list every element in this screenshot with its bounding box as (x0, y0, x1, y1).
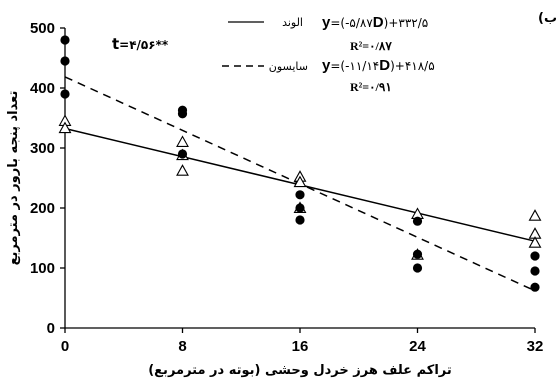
y-axis-title: تعداد پنجه بارور در مترمربع (6, 91, 21, 266)
x-tick-label: 16 (292, 338, 309, 355)
data-point-circle (60, 56, 70, 66)
t-prefix: t (112, 35, 119, 53)
data-point-circle (295, 215, 305, 225)
eq-y-saison: y (322, 57, 331, 74)
x-tick-label: 24 (409, 338, 426, 355)
legend-label-alvand: الوند (282, 16, 303, 29)
x-axis-ticks: 0 8 16 24 32 (61, 328, 544, 355)
eq-coef-saison: =(-۱۱/۱۴ (330, 59, 379, 73)
data-point-circle (412, 263, 423, 273)
eq-int-saison: )+۴۱۸/۵ (390, 59, 435, 73)
data-points (58, 35, 542, 292)
panel-label: (ب (538, 11, 557, 26)
r2-saison: R²=۰/۹۱ (350, 80, 392, 94)
data-point-circle (295, 190, 305, 200)
x-tick-label: 0 (61, 338, 69, 355)
data-point-triangle (176, 135, 189, 147)
r2-alvand: R²=۰/۸۷ (350, 39, 392, 53)
equation-saison: y=(-۱۱/۱۴D)+۴۱۸/۵ (322, 57, 435, 74)
y-axis-ticks: 0 100 200 300 400 500 (30, 20, 65, 337)
data-point-triangle (528, 209, 542, 221)
y-tick-label: 300 (30, 140, 55, 157)
eq-coef-alvand: =(-۵/۸۷ (330, 16, 373, 30)
eq-y-alvand: y (322, 14, 331, 31)
x-tick-label: 32 (527, 338, 544, 355)
data-point-triangle (176, 164, 189, 176)
data-point-triangle (293, 175, 307, 188)
data-point-triangle (58, 121, 72, 134)
y-tick-label: 100 (30, 260, 55, 277)
data-point-circle (60, 89, 70, 99)
legend-label-saison: سایسون (269, 60, 308, 73)
data-point-circle (530, 266, 540, 276)
eq-d-saison: D (379, 57, 390, 74)
data-point-circle (60, 35, 70, 45)
y-tick-label: 500 (30, 20, 55, 37)
x-tick-label: 8 (178, 338, 186, 355)
equation-alvand: y=(-۵/۸۷D)+۳۳۲/۵ (322, 14, 428, 31)
data-point-circle (177, 109, 188, 119)
t-value: =۴/۵۶** (119, 38, 169, 52)
y-tick-label: 0 (47, 320, 55, 337)
data-point-circle (412, 216, 423, 226)
data-point-circle (295, 203, 305, 213)
data-point-triangle (528, 236, 542, 248)
data-point-circle (530, 251, 540, 261)
data-point-circle (412, 249, 423, 259)
y-tick-label: 200 (30, 200, 55, 217)
t-statistic: t=۴/۵۶** (112, 35, 169, 53)
data-point-circle (530, 282, 540, 292)
x-axis-title: تراکم علف هرز خردل وحشی (بوته در مترمربع… (148, 363, 452, 378)
eq-int-alvand: )+۳۳۲/۵ (384, 16, 429, 30)
eq-d-alvand: D (373, 14, 384, 31)
data-point-circle (177, 149, 188, 159)
y-tick-label: 400 (30, 80, 55, 97)
